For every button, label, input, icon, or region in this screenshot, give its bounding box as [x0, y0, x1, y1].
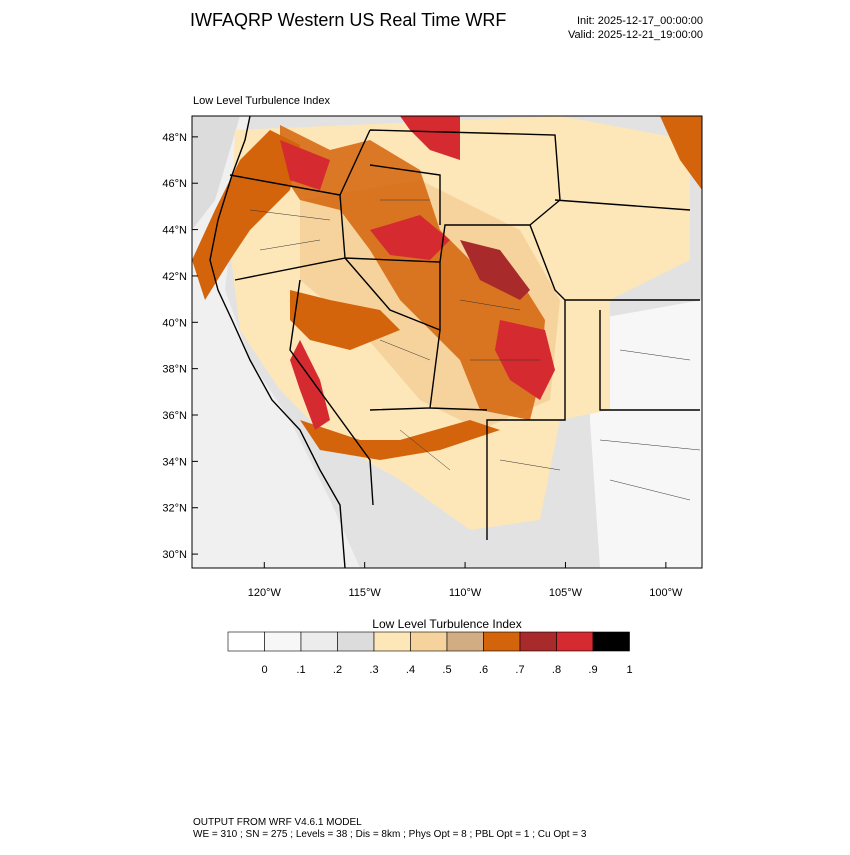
footer-line: WE = 310 ; SN = 275 ; Levels = 38 ; Dis …: [193, 829, 587, 840]
y-tick-label: 42°N: [162, 271, 187, 283]
colorbar-swatch: [556, 631, 594, 652]
y-tick-label: 46°N: [162, 178, 187, 190]
y-tick-label: 38°N: [162, 364, 187, 376]
colorbar-label: .6: [479, 664, 488, 676]
y-tick-label: 40°N: [162, 317, 187, 329]
colorbar-label: .8: [552, 664, 561, 676]
y-tick-label: 32°N: [162, 503, 187, 515]
valid-time: Valid: 2025-12-21_19:00:00: [568, 29, 703, 41]
colorbar-swatch: [264, 631, 302, 652]
x-tick-label: 120°W: [248, 587, 282, 599]
colorbar-swatch: [337, 631, 375, 652]
x-tick-label: 105°W: [549, 587, 583, 599]
colorbar-label: 0: [261, 664, 267, 676]
colorbar-label: .1: [296, 664, 305, 676]
y-tick-label: 36°N: [162, 410, 187, 422]
colorbar-swatch: [227, 631, 265, 652]
footer-line: OUTPUT FROM WRF V4.6.1 MODEL: [193, 817, 362, 828]
colorbar-swatch: [410, 631, 448, 652]
x-tick-label: 115°W: [349, 587, 382, 599]
colorbar: 0 .1 .2 .3 .4 .5 .6 .7 .8 .9 1: [227, 631, 633, 676]
x-tick-label: 110°W: [449, 587, 482, 599]
colorbar-swatch: [519, 631, 557, 652]
colorbar-swatch: [483, 631, 521, 652]
map-title: Low Level Turbulence Index: [193, 95, 330, 107]
y-tick-label: 48°N: [162, 132, 187, 144]
colorbar-label: .3: [369, 664, 378, 676]
init-time: Init: 2025-12-17_00:00:00: [577, 15, 703, 27]
colorbar-label: .9: [588, 664, 597, 676]
colorbar-label: .5: [442, 664, 451, 676]
colorbar-label: .2: [333, 664, 342, 676]
y-tick-label: 30°N: [162, 549, 187, 561]
colorbar-label: 1: [626, 664, 632, 676]
title: IWFAQRP Western US Real Time WRF: [190, 10, 506, 30]
colorbar-swatch: [373, 631, 411, 652]
colorbar-label: .4: [406, 664, 415, 676]
x-tick-label: 100°W: [649, 587, 683, 599]
colorbar-label: .7: [515, 664, 524, 676]
colorbar-swatch: [446, 631, 484, 652]
colorbar-swatch: [592, 631, 630, 652]
colorbar-swatch: [300, 631, 338, 652]
colorbar-title: Low Level Turbulence Index: [372, 617, 521, 631]
map: [191, 115, 703, 569]
y-tick-label: 44°N: [162, 225, 187, 237]
y-tick-label: 34°N: [162, 456, 187, 468]
